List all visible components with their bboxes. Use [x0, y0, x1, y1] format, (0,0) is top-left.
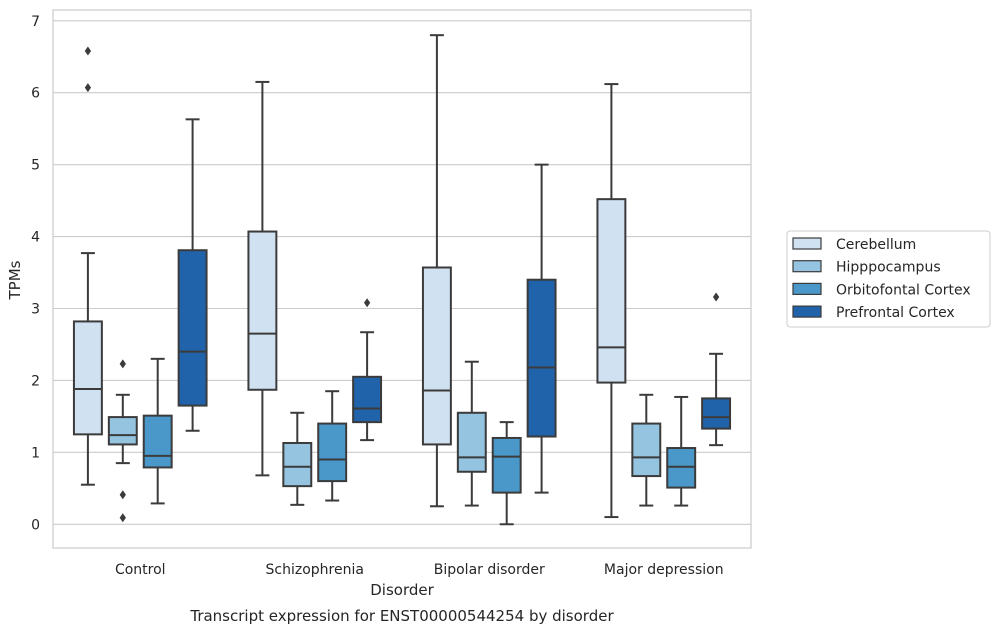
legend-swatch [792, 260, 822, 273]
x-tick-labels: Control Schizophrenia Bipolar disorder Majo… [115, 562, 724, 578]
x-tick-label: Bipolar disorder [434, 562, 545, 578]
outlier-point [712, 292, 720, 302]
outlier-point [119, 513, 126, 523]
x-tick-label: Major depression [604, 562, 724, 578]
y-tick-label: 2 [31, 373, 40, 389]
legend-label: Prefrontal Cortex [836, 305, 955, 321]
box-prefrontal-cortex [526, 163, 557, 494]
iqr-box [282, 441, 313, 488]
y-tick-label: 3 [31, 301, 40, 317]
legend-swatch [792, 305, 822, 318]
box-hipppocampus [631, 393, 662, 507]
iqr-box [596, 198, 627, 384]
legend-label: Hipppocampus [836, 260, 941, 276]
y-axis-label: TPMs [6, 260, 24, 300]
y-tick-label: 1 [31, 445, 40, 461]
iqr-box [491, 436, 522, 494]
iqr-box [107, 416, 138, 446]
box-hipppocampus [282, 411, 313, 506]
y-tick-labels: 0 1 2 3 4 5 6 7 [31, 14, 40, 533]
iqr-box [631, 422, 662, 478]
box-cerebellum [247, 80, 278, 477]
legend-frame [786, 230, 991, 328]
legend-label: Orbitofontal Cortex [836, 282, 971, 298]
iqr-box [352, 375, 383, 424]
box-prefrontal-cortex [701, 292, 732, 447]
outlier-point [84, 46, 92, 56]
box-orbitofontal-cortex [491, 421, 522, 526]
iqr-box [177, 249, 208, 407]
plot-frame [52, 9, 752, 549]
box-orbitofontal-cortex [142, 357, 173, 505]
iqr-box [247, 230, 278, 391]
iqr-box [421, 266, 452, 446]
x-tick-label: Schizophrenia [266, 562, 364, 578]
legend: Cerebellum Hipppocampus Orbitofontal Corte… [786, 230, 991, 328]
box-cerebellum [596, 83, 627, 519]
y-tick-label: 0 [31, 517, 40, 533]
outlier-point [119, 490, 126, 500]
iqr-box [317, 422, 348, 483]
y-tick-label: 6 [31, 86, 40, 102]
chart-caption: Transcript expression for ENST0000054425… [189, 607, 614, 625]
box-orbitofontal-cortex [666, 395, 697, 507]
box-hipppocampus [456, 360, 487, 507]
y-tick-label: 4 [31, 230, 40, 246]
x-tick-label: Control [115, 562, 166, 578]
y-tick-label: 5 [31, 158, 40, 174]
iqr-box [666, 447, 697, 489]
iqr-box [72, 320, 103, 436]
box-hipppocampus [107, 359, 138, 523]
box-cerebellum [72, 46, 103, 486]
legend-swatch [792, 282, 822, 295]
outlier-point [363, 298, 371, 308]
iqr-box [456, 411, 487, 473]
box-orbitofontal-cortex [317, 390, 348, 502]
box-series [72, 34, 732, 526]
y-tick-label: 7 [31, 14, 40, 30]
iqr-box [701, 397, 732, 430]
x-axis-label: Disorder [370, 581, 434, 599]
iqr-box [142, 414, 173, 469]
box-prefrontal-cortex [352, 298, 383, 442]
legend-swatch [792, 237, 822, 250]
outlier-point [84, 83, 92, 93]
box-prefrontal-cortex [177, 118, 208, 432]
box-cerebellum [421, 34, 452, 508]
outlier-point [119, 359, 126, 369]
iqr-box [526, 278, 557, 438]
legend-label: Cerebellum [836, 237, 916, 253]
